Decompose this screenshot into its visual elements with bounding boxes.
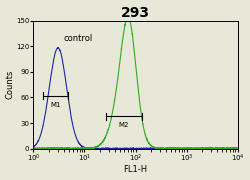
Text: M2: M2: [118, 122, 129, 128]
X-axis label: FL1-H: FL1-H: [124, 165, 148, 174]
Y-axis label: Counts: Counts: [6, 70, 15, 99]
Text: M1: M1: [50, 102, 61, 108]
Text: control: control: [63, 34, 92, 43]
Title: 293: 293: [121, 6, 150, 20]
